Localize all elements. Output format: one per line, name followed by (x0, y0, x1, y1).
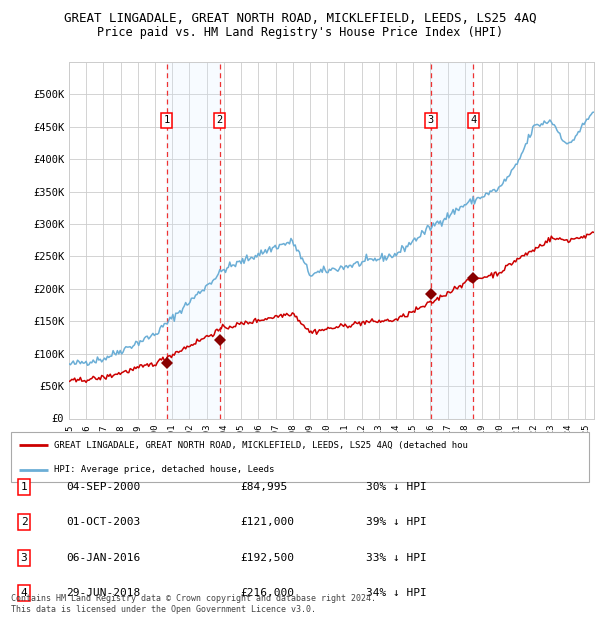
Bar (167, 62, 220, 419)
Text: 06-JAN-2016: 06-JAN-2016 (66, 553, 140, 563)
Text: 34% ↓ HPI: 34% ↓ HPI (366, 588, 427, 598)
Text: £84,995: £84,995 (240, 482, 287, 492)
Text: £192,500: £192,500 (240, 553, 294, 563)
Text: 29-JUN-2018: 29-JUN-2018 (66, 588, 140, 598)
Text: £216,000: £216,000 (240, 588, 294, 598)
Text: Contains HM Land Registry data © Crown copyright and database right 2024.
This d: Contains HM Land Registry data © Crown c… (11, 595, 376, 614)
Text: 1: 1 (20, 482, 28, 492)
FancyBboxPatch shape (11, 432, 589, 482)
Text: 33% ↓ HPI: 33% ↓ HPI (366, 553, 427, 563)
Text: HPI: Average price, detached house, Leeds: HPI: Average price, detached house, Leed… (54, 465, 275, 474)
Text: 01-OCT-2003: 01-OCT-2003 (66, 517, 140, 527)
Bar (431, 62, 473, 419)
Text: 3: 3 (428, 115, 434, 125)
Text: Price paid vs. HM Land Registry's House Price Index (HPI): Price paid vs. HM Land Registry's House … (97, 26, 503, 39)
Text: 30% ↓ HPI: 30% ↓ HPI (366, 482, 427, 492)
Text: 2: 2 (20, 517, 28, 527)
Text: 1: 1 (163, 115, 170, 125)
Text: 4: 4 (20, 588, 28, 598)
Text: 3: 3 (20, 553, 28, 563)
Text: 39% ↓ HPI: 39% ↓ HPI (366, 517, 427, 527)
Text: £121,000: £121,000 (240, 517, 294, 527)
Text: 2: 2 (217, 115, 223, 125)
Text: GREAT LINGADALE, GREAT NORTH ROAD, MICKLEFIELD, LEEDS, LS25 4AQ (detached hou: GREAT LINGADALE, GREAT NORTH ROAD, MICKL… (54, 441, 468, 450)
Text: 04-SEP-2000: 04-SEP-2000 (66, 482, 140, 492)
Text: GREAT LINGADALE, GREAT NORTH ROAD, MICKLEFIELD, LEEDS, LS25 4AQ: GREAT LINGADALE, GREAT NORTH ROAD, MICKL… (64, 12, 536, 25)
Text: 4: 4 (470, 115, 476, 125)
